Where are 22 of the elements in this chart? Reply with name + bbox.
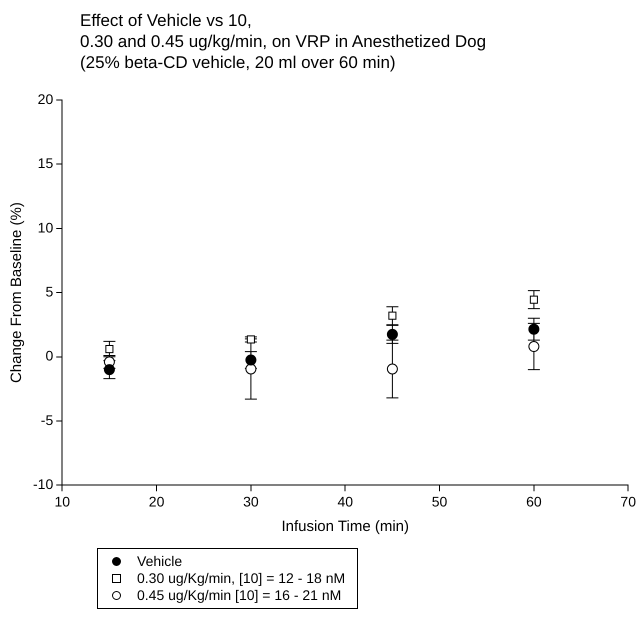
legend-label: Vehicle: [137, 553, 182, 570]
point: [386, 364, 398, 374]
y-tick-label: -10: [33, 476, 54, 492]
x-tick-label: 40: [337, 493, 354, 510]
point: [528, 341, 540, 352]
x-axis-title: Infusion Time (min): [281, 518, 409, 536]
y-tick-label: 15: [38, 155, 54, 172]
x-tick-label: 70: [620, 493, 636, 510]
point: [245, 364, 256, 374]
x-tick-label: 60: [526, 493, 542, 510]
y-tick-label: 20: [38, 90, 54, 107]
y-tick-label: -5: [40, 412, 54, 428]
x-tick-label: 30: [243, 493, 259, 510]
legend-label: 0.45 ug/Kg/min [10] = 16 - 21 nM: [137, 587, 342, 604]
x-tick-label: 50: [432, 493, 448, 510]
y-tick-label: 0: [45, 348, 54, 364]
legend-label: 0.30 ug/Kg/min, [10] = 12 - 18 nM: [137, 570, 346, 587]
y-tick-label: 5: [45, 283, 54, 300]
chart-title: Effect of Vehicle vs 10, 0.30 and 0.45 ug/kg/min, on VRP in Anesthetized Dog (25% beta-CD vehicle, 20 ml over 60 min): [80, 10, 486, 73]
y-axis-title: Change From Baseline (%): [8, 202, 26, 384]
x-tick-label: 20: [148, 493, 165, 510]
y-tick-label: 10: [38, 219, 54, 236]
